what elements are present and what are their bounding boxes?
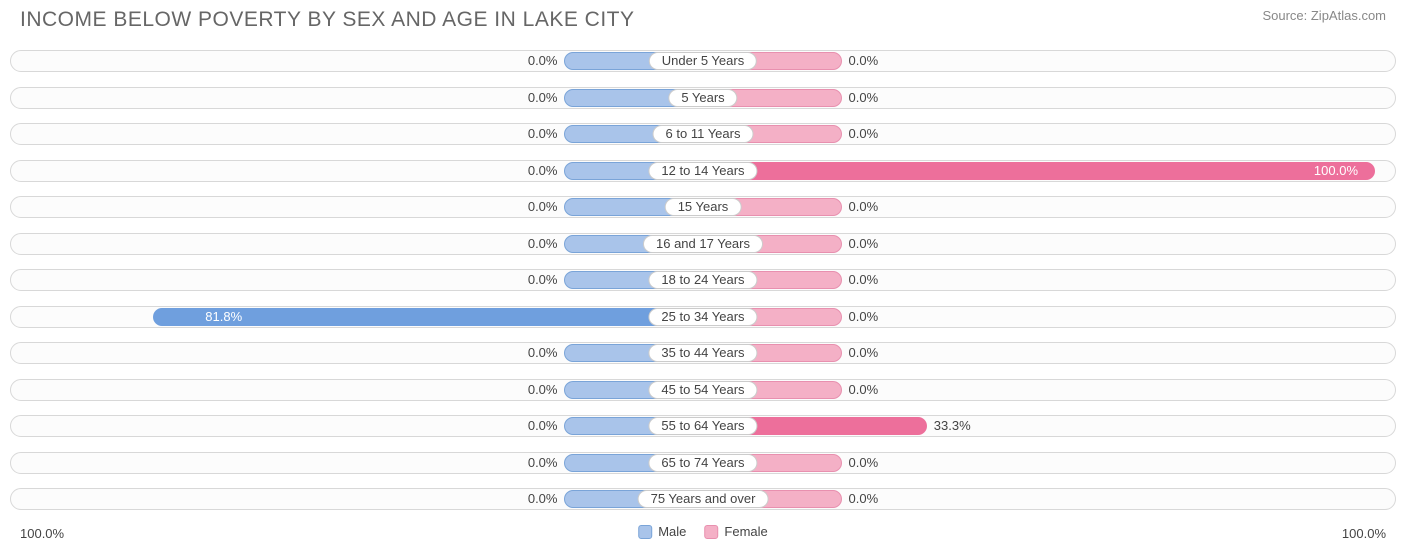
chart-row: 0.0% 0.0% 16 and 17 Years: [10, 227, 1396, 261]
chart-row: 0.0% 0.0% 5 Years: [10, 81, 1396, 115]
value-male: 81.8%: [197, 308, 250, 326]
value-male: 0.0%: [528, 454, 558, 472]
chart-row: 81.8% 0.0% 25 to 34 Years: [10, 300, 1396, 334]
value-female: 0.0%: [849, 271, 879, 289]
value-female: 0.0%: [849, 125, 879, 143]
category-label: 55 to 64 Years: [648, 417, 757, 435]
chart-title: INCOME BELOW POVERTY BY SEX AND AGE IN L…: [20, 8, 635, 32]
category-label: Under 5 Years: [649, 52, 757, 70]
value-male: 0.0%: [528, 271, 558, 289]
value-female: 0.0%: [849, 344, 879, 362]
category-label: 18 to 24 Years: [648, 271, 757, 289]
value-male: 0.0%: [528, 235, 558, 253]
swatch-female: [704, 525, 718, 539]
category-label: 12 to 14 Years: [648, 162, 757, 180]
value-male: 0.0%: [528, 198, 558, 216]
chart-area: 0.0%0.0%Under 5 Years0.0%0.0%5 Years0.0%…: [0, 44, 1406, 516]
value-male: 0.0%: [528, 344, 558, 362]
chart-row: 0.0% 33.3% 55 to 64 Years: [10, 409, 1396, 443]
chart-row: 0.0% 0.0% 18 to 24 Years: [10, 263, 1396, 297]
chart-row: 0.0% 0.0% 65 to 74 Years: [10, 446, 1396, 480]
category-label: 75 Years and over: [638, 490, 769, 508]
chart-row: 0.0% 100.0% 12 to 14 Years: [10, 154, 1396, 188]
value-male: 0.0%: [528, 417, 558, 435]
chart-row: 0.0% 0.0% 75 Years and over: [10, 482, 1396, 516]
axis-max-left: 100.0%: [20, 526, 64, 541]
chart-row: 0.0% 0.0% 45 to 54 Years: [10, 373, 1396, 407]
value-male: 0.0%: [528, 125, 558, 143]
category-label: 6 to 11 Years: [653, 125, 754, 143]
value-female: 0.0%: [849, 198, 879, 216]
category-label: 35 to 44 Years: [648, 344, 757, 362]
category-label: 65 to 74 Years: [648, 454, 757, 472]
chart-source: Source: ZipAtlas.com: [1262, 8, 1386, 23]
chart-row: 0.0% 0.0% 15 Years: [10, 190, 1396, 224]
value-female: 0.0%: [849, 235, 879, 253]
value-male: 0.0%: [528, 381, 558, 399]
chart-row: 0.0% 0.0% 6 to 11 Years: [10, 117, 1396, 151]
value-female: 0.0%: [849, 490, 879, 508]
chart-row: 0.0% 0.0% Under 5 Years: [10, 44, 1396, 78]
legend-label-male: Male: [658, 524, 686, 539]
value-male: 0.0%: [528, 52, 558, 70]
category-label: 5 Years: [668, 89, 737, 107]
bar-female-fill: [703, 162, 1375, 180]
category-label: 16 and 17 Years: [643, 235, 763, 253]
value-male: 0.0%: [528, 89, 558, 107]
legend: Male Female: [638, 524, 768, 539]
category-label: 25 to 34 Years: [648, 308, 757, 326]
chart-footer: 100.0% Male Female 100.0%: [0, 520, 1406, 550]
value-female: 0.0%: [849, 89, 879, 107]
category-label: 15 Years: [665, 198, 742, 216]
value-male: 0.0%: [528, 490, 558, 508]
value-male: 0.0%: [528, 162, 558, 180]
value-female: 0.0%: [849, 308, 879, 326]
legend-label-female: Female: [724, 524, 767, 539]
category-label: 45 to 54 Years: [648, 381, 757, 399]
legend-item-male: Male: [638, 524, 686, 539]
value-female: 0.0%: [849, 454, 879, 472]
chart-header: INCOME BELOW POVERTY BY SEX AND AGE IN L…: [0, 0, 1406, 44]
chart-row: 0.0% 0.0% 35 to 44 Years: [10, 336, 1396, 370]
legend-item-female: Female: [704, 524, 767, 539]
value-female: 0.0%: [849, 381, 879, 399]
value-female: 33.3%: [934, 417, 971, 435]
axis-max-right: 100.0%: [1342, 526, 1386, 541]
value-female: 100.0%: [1306, 162, 1366, 180]
swatch-male: [638, 525, 652, 539]
value-female: 0.0%: [849, 52, 879, 70]
